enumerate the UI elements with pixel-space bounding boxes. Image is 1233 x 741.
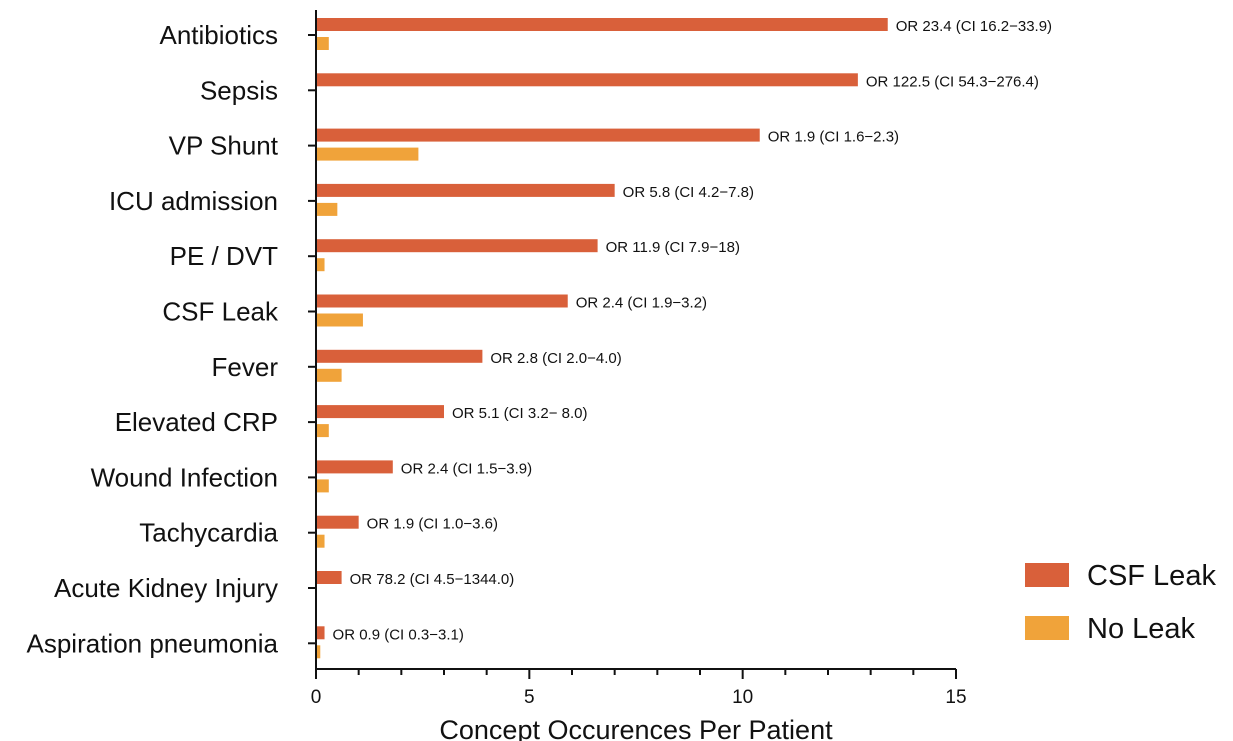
bar-no-leak: [316, 479, 329, 493]
category-label: Wound Infection: [91, 462, 278, 492]
odds-ratio-label: OR 2.4 (CI 1.9−3.2): [576, 295, 707, 312]
category-label: Antibiotics: [160, 20, 279, 50]
category-label: Acute Kidney Injury: [54, 573, 278, 603]
bar-no-leak: [316, 37, 329, 50]
bar-csf-leak: [316, 294, 568, 308]
odds-ratio-label: OR 23.4 (CI 16.2−33.9): [896, 18, 1052, 35]
odds-ratio-label: OR 11.9 (CI 7.9−18): [606, 239, 740, 256]
odds-ratio-label: OR 2.8 (CI 2.0−4.0): [490, 350, 621, 367]
bar-no-leak: [316, 424, 329, 438]
category-label: Sepsis: [200, 75, 278, 105]
odds-ratio-label: OR 1.9 (CI 1.6−2.3): [768, 129, 899, 146]
bar-no-leak: [316, 258, 325, 272]
bar-no-leak: [316, 202, 338, 216]
bar-csf-leak: [316, 460, 393, 474]
bar-csf-leak: [316, 239, 598, 253]
odds-ratio-label: OR 0.9 (CI 0.3−3.1): [333, 626, 464, 643]
bar-no-leak: [316, 313, 363, 327]
category-label: Fever: [212, 352, 279, 382]
legend-label: No Leak: [1087, 613, 1196, 645]
bar-csf-leak: [316, 571, 342, 584]
odds-ratio-label: OR 122.5 (CI 54.3−276.4): [866, 73, 1039, 90]
legend-label: CSF Leak: [1087, 560, 1216, 592]
bar-no-leak: [316, 534, 325, 548]
category-label: ICU admission: [109, 186, 278, 216]
odds-ratio-label: OR 1.9 (CI 1.0−3.6): [367, 516, 498, 533]
bar-csf-leak: [316, 405, 444, 419]
bar-no-leak: [316, 147, 419, 161]
bar-csf-leak: [316, 73, 858, 87]
bar-csf-leak: [316, 128, 760, 142]
odds-ratio-label: OR 5.8 (CI 4.2−7.8): [623, 184, 754, 201]
legend-swatch: [1025, 563, 1069, 587]
x-tick-label: 5: [524, 687, 535, 708]
category-label: VP Shunt: [169, 131, 279, 161]
odds-ratio-label: OR 2.4 (CI 1.5−3.9): [401, 460, 532, 477]
bar-csf-leak: [316, 183, 615, 197]
legend-swatch: [1025, 616, 1069, 640]
category-label: Tachycardia: [139, 518, 278, 548]
category-label: CSF Leak: [162, 297, 279, 327]
bar-csf-leak: [316, 626, 325, 640]
category-label: Aspiration pneumonia: [27, 628, 279, 658]
odds-ratio-label: OR 5.1 (CI 3.2− 8.0): [452, 405, 587, 422]
bar-csf-leak: [316, 515, 359, 529]
category-label: Elevated CRP: [115, 407, 278, 437]
x-tick-label: 0: [311, 687, 322, 708]
x-tick-label: 15: [945, 687, 966, 708]
odds-ratio-label: OR 78.2 (CI 4.5−1344.0): [350, 571, 515, 588]
bar-csf-leak: [316, 349, 483, 363]
x-axis-title: Concept Occurences Per Patient: [439, 715, 833, 741]
category-label: PE / DVT: [170, 241, 278, 271]
bar-no-leak: [316, 368, 342, 382]
x-tick-label: 10: [732, 687, 753, 708]
bar-no-leak: [316, 645, 321, 659]
bar-csf-leak: [316, 18, 888, 31]
